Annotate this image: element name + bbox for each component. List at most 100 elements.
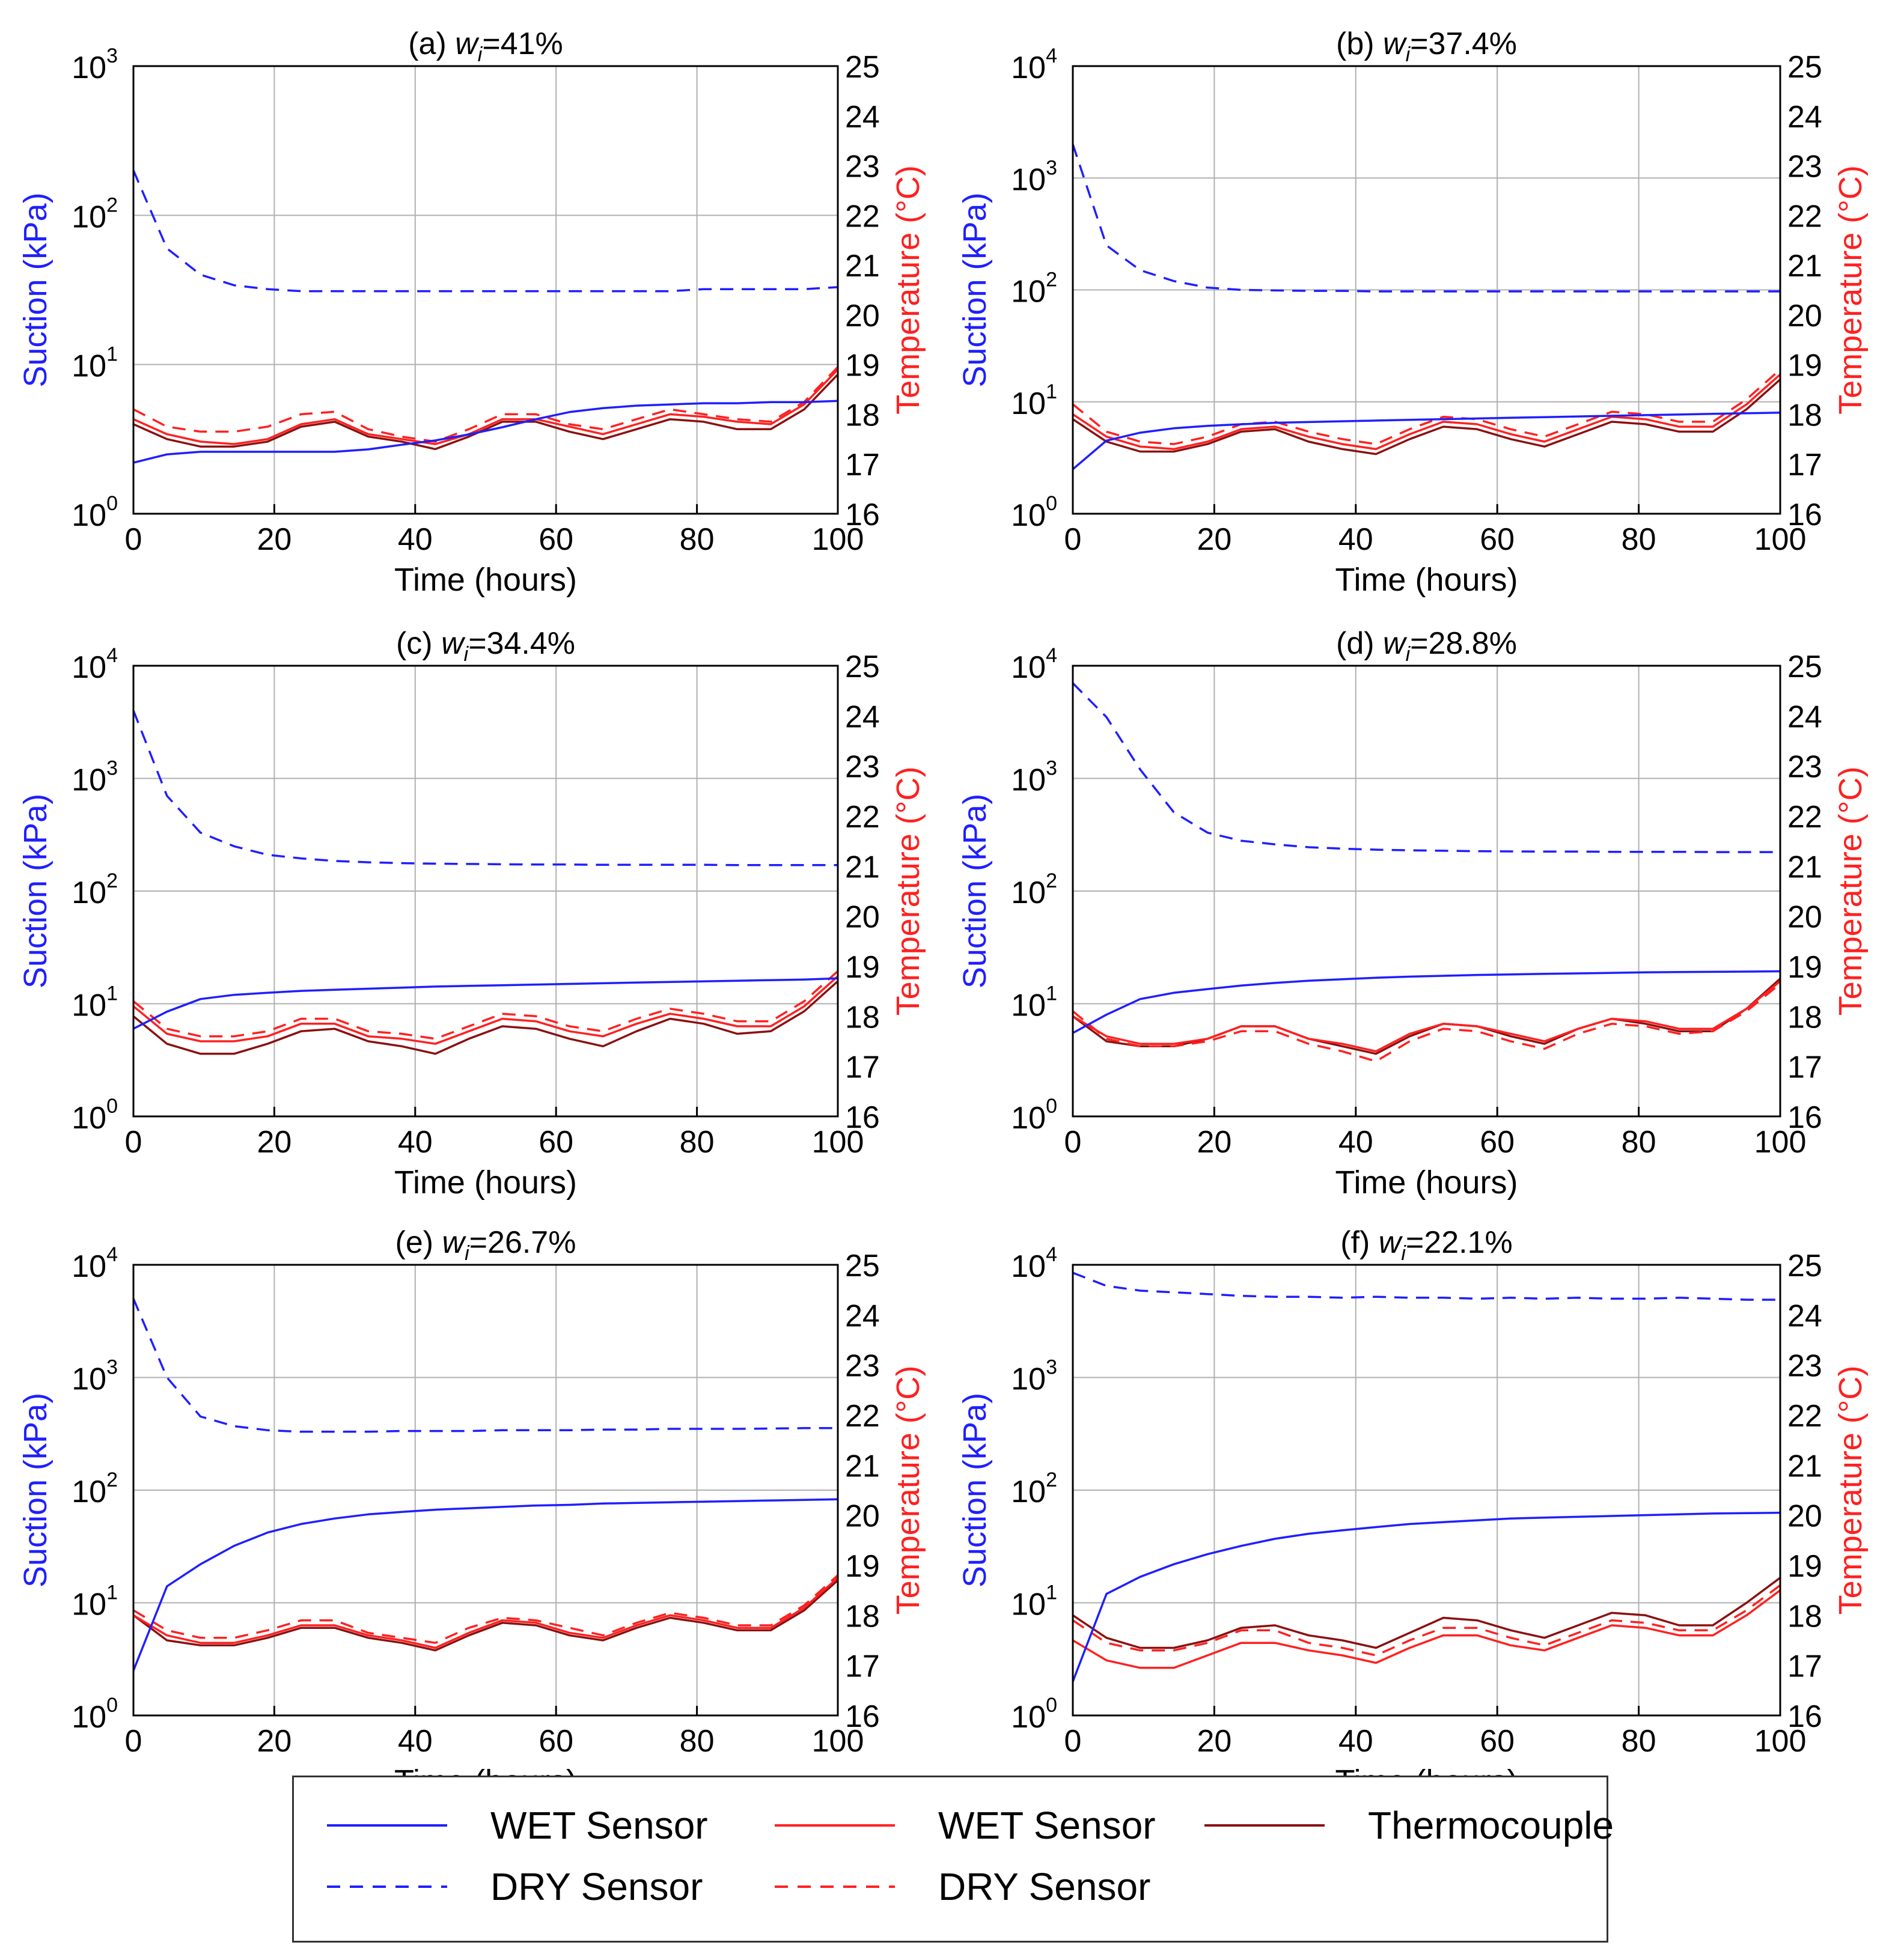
plot-frame xyxy=(132,665,839,1118)
y-right-tick-label: 25 xyxy=(1787,650,1822,684)
y-right-tick-label: 24 xyxy=(845,699,880,734)
x-tick-label: 40 xyxy=(398,522,433,557)
y-left-tick-label: 102 xyxy=(72,1468,118,1509)
series-temperature-dry xyxy=(133,366,838,443)
y-right-tick-label: 20 xyxy=(1787,1499,1822,1534)
x-tick-label: 0 xyxy=(125,1724,142,1759)
x-tick-label: 20 xyxy=(257,1724,291,1759)
x-tick-label: 100 xyxy=(812,522,864,557)
x-tick-label: 60 xyxy=(539,522,573,557)
x-tick-label: 0 xyxy=(125,522,142,557)
x-tick-label: 80 xyxy=(1622,522,1656,557)
x-tick-label: 60 xyxy=(539,1125,573,1160)
y-right-tick-label: 22 xyxy=(1787,800,1822,835)
x-tick-label: 0 xyxy=(125,1125,142,1160)
x-axis-label: Time (hours) xyxy=(394,1164,577,1201)
series-temperature-wet xyxy=(133,368,838,445)
y-right-tick-label: 22 xyxy=(845,199,880,234)
y-right-tick-label: 25 xyxy=(1787,50,1822,85)
y-right-tick-label: 16 xyxy=(1787,1699,1822,1734)
y-right-tick-label: 23 xyxy=(845,150,880,184)
y-left-tick-label: 101 xyxy=(1011,1581,1057,1622)
y-right-tick-label: 20 xyxy=(1787,299,1822,333)
y-right-tick-label: 25 xyxy=(845,50,880,85)
plot-area xyxy=(1073,682,1780,1063)
panel-title: (f) wi=22.1% xyxy=(1340,1225,1512,1265)
x-axis-label: Time (hours) xyxy=(1335,1164,1518,1201)
legend-swatch-thermocouple xyxy=(1204,1824,1325,1827)
y-right-tick-label: 17 xyxy=(845,448,880,482)
legend-item-thermocouple: Thermocouple xyxy=(1204,1801,1614,1849)
x-tick-label: 20 xyxy=(1197,522,1231,557)
x-tick-label: 40 xyxy=(1338,1125,1373,1160)
series-suction-dry xyxy=(133,1298,838,1433)
plot-area xyxy=(1073,1271,1780,1682)
y-left-tick-label: 101 xyxy=(72,982,118,1023)
y-right-tick-label: 16 xyxy=(845,1100,880,1135)
legend-swatch-temperature-dry xyxy=(775,1885,895,1888)
y-right-tick-label: 21 xyxy=(1787,249,1822,284)
x-tick-label: 80 xyxy=(1622,1724,1656,1759)
plot-area xyxy=(1073,144,1780,470)
series-suction-wet xyxy=(1073,1511,1780,1682)
series-thermocouple xyxy=(1073,379,1780,455)
y-left-axis-label: Suction (kPa) xyxy=(17,1393,53,1587)
y-left-tick-label: 103 xyxy=(72,1356,118,1397)
y-left-tick-label: 103 xyxy=(1011,156,1057,197)
plot-frame xyxy=(132,1264,839,1717)
y-right-tick-label: 19 xyxy=(845,950,880,985)
y-right-axis-label: Temperature (°C) xyxy=(890,767,926,1016)
y-right-tick-label: 18 xyxy=(1787,398,1822,433)
panel-f: 0 20 40 60 80 100 100 101 102 103 104 16 17 18 19 20 21 2… xyxy=(957,1225,1869,1800)
y-left-tick-label: 104 xyxy=(72,1243,118,1284)
x-tick-label: 60 xyxy=(1480,1125,1515,1160)
y-left-tick-label: 103 xyxy=(72,44,118,85)
legend-label-suction-dry: DRY Sensor xyxy=(490,1865,703,1908)
y-right-tick-label: 16 xyxy=(845,498,880,532)
y-right-tick-label: 24 xyxy=(1787,699,1822,734)
y-left-axis-label: Suction (kPa) xyxy=(17,192,53,387)
y-left-tick-label: 100 xyxy=(72,1095,118,1136)
y-left-tick-label: 104 xyxy=(72,644,118,685)
panel-d: 0 20 40 60 80 100 100 101 102 103 104 16 17 18 19 20 21 2… xyxy=(957,626,1869,1201)
x-tick-label: 0 xyxy=(1064,1125,1082,1160)
y-left-tick-label: 104 xyxy=(1011,44,1057,85)
series-suction-wet xyxy=(1073,970,1780,1034)
legend-swatch-suction-wet xyxy=(327,1824,447,1827)
x-tick-label: 20 xyxy=(257,522,291,557)
legend-item-temperature-wet: WET Sensor xyxy=(775,1801,1156,1849)
y-left-tick-label: 101 xyxy=(72,343,118,384)
x-tick-label: 40 xyxy=(398,1125,433,1160)
y-right-tick-label: 20 xyxy=(845,1499,880,1534)
series-temperature-dry xyxy=(1073,368,1780,445)
series-temperature-wet xyxy=(1073,980,1780,1053)
y-left-tick-label: 103 xyxy=(1011,757,1057,798)
series-thermocouple xyxy=(1073,978,1780,1055)
series-suction-wet xyxy=(133,400,838,464)
y-right-tick-label: 21 xyxy=(845,850,880,884)
plot-area xyxy=(133,169,838,464)
y-right-tick-label: 23 xyxy=(1787,150,1822,184)
plot-frame xyxy=(132,65,839,515)
y-right-tick-label: 20 xyxy=(845,900,880,935)
y-right-tick-label: 16 xyxy=(1787,1100,1822,1135)
series-suction-dry xyxy=(133,169,838,293)
y-right-tick-label: 23 xyxy=(1787,750,1822,785)
y-right-tick-label: 22 xyxy=(845,1399,880,1434)
y-left-axis-label: Suction (kPa) xyxy=(17,794,53,988)
legend-swatch-suction-dry xyxy=(327,1885,447,1888)
panel-b: 0 20 40 60 80 100 100 101 102 103 104 16 17 18 19 20 21 2… xyxy=(957,26,1869,598)
y-right-tick-label: 24 xyxy=(845,1298,880,1333)
y-right-tick-label: 24 xyxy=(1787,100,1822,135)
x-tick-label: 80 xyxy=(1622,1125,1656,1160)
y-right-tick-label: 20 xyxy=(1787,900,1822,935)
y-right-tick-label: 23 xyxy=(845,750,880,785)
series-thermocouple xyxy=(133,373,838,451)
x-tick-label: 20 xyxy=(1197,1125,1231,1160)
legend-swatch-temperature-wet xyxy=(775,1824,895,1827)
panel-title: (d) wi=28.8% xyxy=(1336,626,1517,666)
series-temperature-dry xyxy=(133,970,838,1040)
y-left-tick-label: 102 xyxy=(1011,1468,1057,1509)
legend-label-temperature-wet: WET Sensor xyxy=(938,1804,1156,1847)
